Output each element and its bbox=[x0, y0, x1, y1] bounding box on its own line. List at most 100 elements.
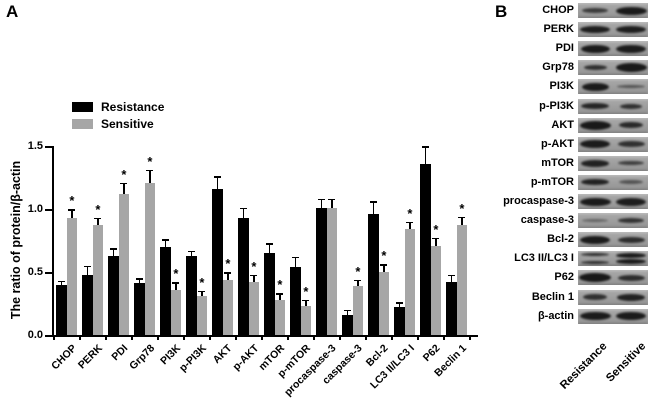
blot-image bbox=[578, 270, 648, 286]
legend-item-resistance: Resistance bbox=[72, 101, 164, 113]
error-bar-cap bbox=[57, 280, 65, 283]
blot-band bbox=[582, 8, 608, 13]
error-bar-stem bbox=[201, 290, 203, 296]
blot-row-label: CHOP bbox=[542, 4, 574, 16]
bar-sensitive-14 bbox=[430, 245, 442, 335]
blot-band bbox=[618, 161, 644, 166]
error-bar-stem bbox=[435, 237, 437, 246]
panel-a-label: A bbox=[6, 2, 19, 21]
error-bar-cap bbox=[458, 216, 466, 219]
blot-band bbox=[618, 218, 644, 224]
blot-image bbox=[578, 22, 648, 38]
x-tick bbox=[391, 336, 393, 340]
error-bar-stem bbox=[86, 265, 89, 275]
y-tick bbox=[45, 334, 52, 337]
error-bar-cap bbox=[187, 250, 195, 253]
blot-band bbox=[581, 179, 609, 186]
x-tick bbox=[365, 336, 367, 340]
error-bar-stem bbox=[216, 176, 219, 189]
bar-resistance-1 bbox=[82, 274, 93, 335]
x-tick bbox=[313, 336, 315, 340]
blot-band bbox=[617, 236, 645, 243]
significance-star: * bbox=[407, 205, 413, 221]
significance-star: * bbox=[121, 166, 127, 182]
x-tick bbox=[261, 336, 263, 340]
x-tick bbox=[417, 336, 419, 340]
error-bar-stem bbox=[97, 217, 99, 226]
blot-image bbox=[578, 136, 648, 152]
error-bar-stem bbox=[398, 302, 401, 308]
error-bar-stem bbox=[190, 250, 193, 256]
blot-band bbox=[616, 26, 646, 34]
error-bar-stem bbox=[320, 198, 323, 208]
lane-label: Sensitive bbox=[603, 340, 648, 385]
blot-band bbox=[616, 312, 646, 321]
blot-row-label: PERK bbox=[543, 23, 574, 36]
error-bar-stem bbox=[279, 293, 281, 300]
blot-image bbox=[578, 251, 648, 267]
blot-row-label: PI3K bbox=[549, 80, 574, 93]
error-bar-stem bbox=[253, 274, 255, 283]
bar-resistance-13 bbox=[394, 307, 405, 335]
x-tick bbox=[131, 336, 133, 340]
bar-sensitive-1 bbox=[92, 225, 104, 335]
error-bar-cap bbox=[369, 201, 377, 203]
significance-star: * bbox=[277, 277, 283, 293]
y-tick bbox=[45, 271, 52, 274]
blot-row-label: AKT bbox=[551, 118, 574, 131]
error-bar-stem bbox=[71, 209, 73, 218]
error-bar-cap bbox=[224, 272, 232, 274]
blot-band bbox=[615, 6, 647, 15]
blot-row-label: p-AKT bbox=[541, 137, 574, 150]
error-bar-cap bbox=[68, 209, 76, 211]
x-tick bbox=[339, 336, 341, 340]
error-bar-stem bbox=[227, 272, 229, 280]
significance-star: * bbox=[69, 193, 75, 208]
x-tick bbox=[443, 336, 445, 340]
blot-image bbox=[578, 98, 648, 114]
error-bar-stem bbox=[138, 278, 141, 284]
x-tick bbox=[183, 336, 185, 340]
blot-band bbox=[616, 253, 646, 259]
bar-sensitive-6 bbox=[222, 279, 234, 335]
error-bar-cap bbox=[146, 169, 154, 172]
blot-image bbox=[578, 41, 648, 57]
blot-band bbox=[616, 197, 646, 206]
blot-image bbox=[578, 174, 648, 190]
error-bar-cap bbox=[406, 221, 414, 224]
error-bar-stem bbox=[383, 264, 385, 272]
error-bar-cap bbox=[395, 302, 403, 304]
blot-row-label: p-mTOR bbox=[530, 175, 574, 188]
blot-band bbox=[617, 141, 645, 148]
blot-band bbox=[581, 261, 609, 265]
error-bar-stem bbox=[331, 198, 333, 208]
blot-band bbox=[579, 273, 611, 283]
error-bar-cap bbox=[94, 217, 102, 220]
blot-image bbox=[578, 79, 648, 95]
bar-resistance-8 bbox=[264, 253, 275, 335]
panel-b-label: B bbox=[495, 2, 508, 21]
error-bar-cap bbox=[250, 274, 258, 277]
x-tick bbox=[53, 336, 55, 340]
error-bar-stem bbox=[268, 243, 271, 254]
error-bar-stem bbox=[60, 280, 63, 285]
blot-row-label: PDI bbox=[555, 42, 574, 55]
legend-label: Resistance bbox=[101, 100, 165, 114]
error-bar-stem bbox=[372, 201, 375, 215]
error-bar-stem bbox=[164, 239, 167, 247]
blot-band bbox=[580, 140, 610, 149]
blot-band bbox=[582, 219, 608, 223]
bar-sensitive-10 bbox=[326, 207, 338, 335]
blot-band bbox=[617, 274, 645, 281]
bar-resistance-5 bbox=[186, 255, 197, 335]
significance-star: * bbox=[225, 256, 231, 271]
error-bar-cap bbox=[317, 198, 325, 201]
blot-band bbox=[580, 44, 610, 53]
error-bar-stem bbox=[112, 248, 115, 256]
blot-band bbox=[616, 44, 646, 53]
blot-band bbox=[579, 312, 611, 321]
significance-star: * bbox=[95, 201, 101, 217]
